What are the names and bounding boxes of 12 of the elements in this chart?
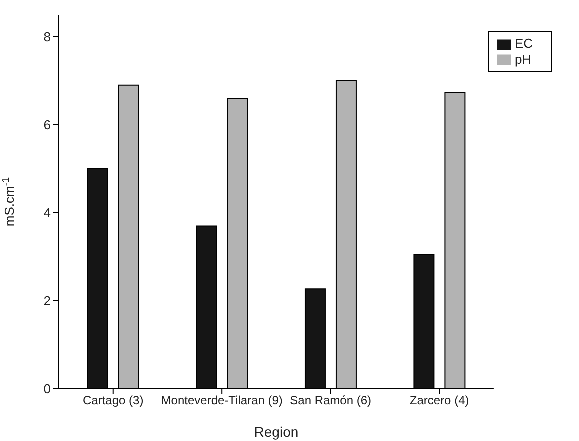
y-tick-label: 0 [44,382,51,397]
y-tick-label: 2 [44,294,51,309]
x-axis-title: Region [254,424,299,440]
legend-label: EC [514,36,533,51]
y-tick-label: 8 [44,30,51,45]
legend-label: pH [514,52,532,67]
y-tick-label: 4 [44,206,51,221]
x-tick-label: San Ramón (6) [290,394,372,408]
y-tick-label: 6 [44,118,51,133]
x-tick-label: Cartago (3) [83,394,144,408]
x-tick-label: Monteverde-Tilaran (9) [161,394,283,408]
x-tick-label: Zarcero (4) [410,394,470,408]
